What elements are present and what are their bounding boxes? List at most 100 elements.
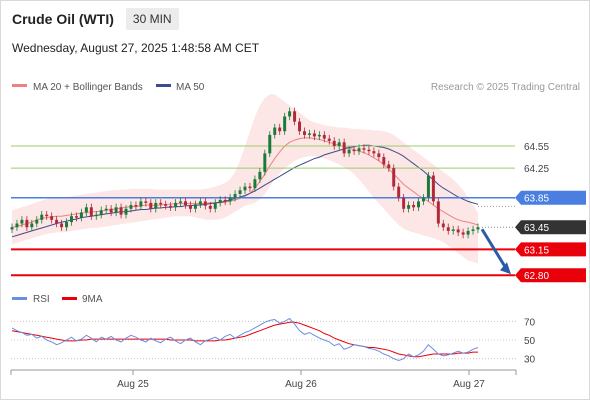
candle-body	[114, 207, 118, 213]
candle-body	[40, 214, 44, 220]
candle-body	[174, 202, 178, 208]
ma20-line	[11, 137, 479, 228]
candle-body	[421, 197, 425, 202]
level-63-85-label: 63.85	[524, 194, 549, 205]
timestamp: Wednesday, August 27, 2025 1:48:58 AM CE…	[12, 41, 260, 55]
candle-body	[322, 134, 326, 139]
candle-body	[198, 201, 202, 205]
candle-body	[431, 175, 435, 202]
level-64-55-label: 64.55	[524, 142, 549, 153]
moving-average-layer	[11, 137, 479, 238]
level-64-25-label: 64.25	[524, 164, 549, 175]
ma20-legend-label: MA 20 + Bollinger Bands	[33, 82, 143, 93]
candle-body	[164, 204, 168, 206]
level-62-80-tag	[515, 268, 586, 283]
rsi-legend-swatch	[12, 297, 27, 300]
level-63-15-tag	[515, 242, 586, 257]
candle-body	[20, 219, 24, 224]
candle-body	[218, 199, 222, 203]
rsi-legend-label: RSI	[33, 294, 50, 305]
price-label-layer: 64.55 64.25 63.85 63.45 63.15 62.80	[480, 142, 586, 283]
ma9-legend-swatch	[62, 297, 77, 300]
candle-body	[243, 186, 247, 191]
candle-body	[35, 219, 39, 224]
candle-body	[109, 208, 113, 213]
candle-body	[327, 138, 331, 141]
ma50-line	[11, 144, 479, 238]
candle-body	[248, 186, 252, 189]
candle-body	[203, 201, 207, 206]
candle-body	[476, 227, 480, 230]
candle-body	[238, 190, 242, 194]
candle-body	[372, 151, 376, 154]
candle-body	[441, 223, 445, 228]
candle-body	[397, 186, 401, 198]
candle-body	[60, 223, 64, 228]
candle-body	[129, 205, 133, 209]
ma9-legend-label: 9MA	[82, 294, 103, 305]
x-axis-ticks: Aug 25 Aug 26 Aug 27	[117, 370, 485, 390]
candle-body	[65, 222, 69, 228]
candle-body	[193, 204, 197, 209]
candle-body	[456, 229, 460, 233]
candle-body	[50, 216, 54, 220]
candle-body	[89, 207, 93, 217]
candle-body	[159, 202, 163, 205]
candle-body	[154, 202, 158, 209]
chart-header: Crude Oil (WTI) 30 MIN	[12, 8, 179, 30]
candle-body	[466, 230, 470, 235]
candle-body	[104, 208, 108, 211]
candle-body	[223, 199, 227, 202]
candle-body	[10, 227, 14, 230]
candle-body	[357, 148, 361, 152]
candle-body	[144, 201, 148, 203]
level-62-80-label: 62.80	[524, 271, 549, 282]
candle-body	[317, 134, 321, 137]
timeframe-badge[interactable]: 30 MIN	[125, 8, 179, 30]
rsi-line	[11, 317, 479, 362]
candle-body	[70, 216, 73, 223]
candle-body	[288, 111, 292, 117]
candle-body	[407, 205, 411, 209]
bollinger-band	[12, 94, 478, 264]
ma50-legend-swatch	[156, 84, 171, 87]
candle-body	[208, 205, 212, 209]
projection-arrow-shaft	[480, 228, 508, 270]
candle-body	[15, 223, 19, 228]
candle-body	[298, 121, 302, 132]
candle-body	[332, 140, 336, 146]
ma20-legend-swatch	[12, 84, 27, 87]
rsi-9ma-line	[11, 321, 478, 358]
candle-body	[392, 168, 396, 187]
level-63-45-label: 63.45	[524, 223, 549, 234]
candle-body	[263, 153, 267, 172]
candle-body	[253, 179, 257, 189]
candle-body	[119, 207, 123, 215]
candle-body	[273, 127, 277, 135]
candle-body	[124, 208, 128, 215]
rsi-tick-label: 70	[524, 317, 536, 328]
candle-body	[25, 219, 29, 228]
candle-body	[426, 175, 430, 198]
rsi-tick-label: 30	[524, 355, 536, 366]
candle-body	[347, 149, 351, 154]
rsi-panel: 70 50 30	[11, 317, 536, 366]
candle-body	[387, 164, 391, 169]
candle-body	[79, 212, 83, 218]
candle-body	[283, 116, 287, 132]
candle-body	[402, 197, 406, 209]
candle-body	[134, 205, 138, 207]
candle-body	[30, 223, 34, 228]
candle-body	[293, 111, 297, 122]
candle-body	[74, 216, 78, 218]
candle-body	[362, 148, 366, 150]
candle-body	[352, 149, 356, 152]
projection-arrow-head	[500, 262, 511, 275]
candle-body	[188, 205, 192, 209]
candle-body	[446, 227, 450, 231]
candle-body	[367, 149, 371, 152]
rsi-tick-label: 50	[524, 336, 536, 347]
candle-body	[45, 214, 49, 217]
candle-body	[412, 205, 416, 208]
